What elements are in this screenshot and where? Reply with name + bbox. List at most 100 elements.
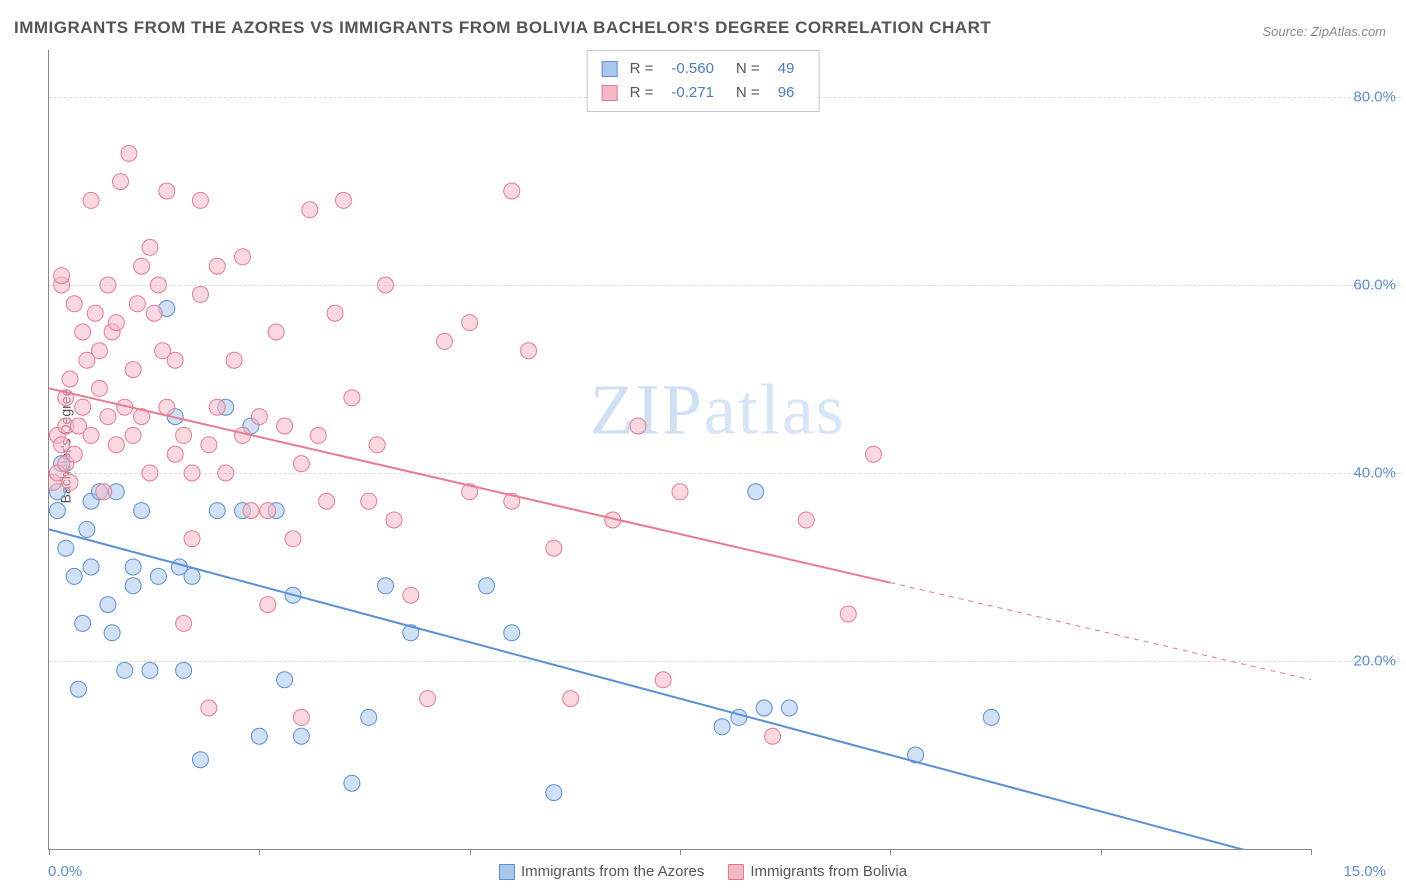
data-point bbox=[142, 662, 158, 678]
data-point bbox=[293, 456, 309, 472]
data-point bbox=[369, 437, 385, 453]
data-point bbox=[781, 700, 797, 716]
data-point bbox=[96, 484, 112, 500]
chart-title: IMMIGRANTS FROM THE AZORES VS IMMIGRANTS… bbox=[14, 18, 991, 38]
data-point bbox=[66, 446, 82, 462]
legend-swatch bbox=[602, 85, 618, 101]
scatter-plot-svg bbox=[49, 50, 1311, 849]
x-tick-mark bbox=[49, 849, 50, 855]
data-point bbox=[378, 277, 394, 293]
data-point bbox=[251, 409, 267, 425]
data-point bbox=[125, 427, 141, 443]
data-point bbox=[201, 700, 217, 716]
data-point bbox=[521, 343, 537, 359]
data-point bbox=[113, 174, 129, 190]
data-point bbox=[91, 343, 107, 359]
data-point bbox=[62, 474, 78, 490]
data-point bbox=[209, 258, 225, 274]
stats-legend-row: R =-0.560N =49 bbox=[602, 57, 805, 81]
data-point bbox=[765, 728, 781, 744]
data-point bbox=[866, 446, 882, 462]
data-point bbox=[798, 512, 814, 528]
series-name: Immigrants from the Azores bbox=[521, 863, 704, 880]
data-point bbox=[201, 437, 217, 453]
data-point bbox=[319, 493, 335, 509]
data-point bbox=[462, 315, 478, 331]
legend-swatch bbox=[602, 61, 618, 77]
stat-R-value: -0.560 bbox=[671, 57, 714, 81]
data-point bbox=[192, 752, 208, 768]
stat-R-value: -0.271 bbox=[671, 81, 714, 105]
data-point bbox=[268, 324, 284, 340]
x-tick-mark bbox=[470, 849, 471, 855]
data-point bbox=[192, 192, 208, 208]
data-point bbox=[209, 503, 225, 519]
data-point bbox=[546, 540, 562, 556]
data-point bbox=[125, 362, 141, 378]
data-point bbox=[108, 437, 124, 453]
data-point bbox=[75, 615, 91, 631]
data-point bbox=[117, 662, 133, 678]
data-point bbox=[129, 296, 145, 312]
y-tick-label: 80.0% bbox=[1353, 89, 1396, 106]
stat-N-value: 96 bbox=[778, 81, 795, 105]
data-point bbox=[655, 672, 671, 688]
data-point bbox=[75, 399, 91, 415]
data-point bbox=[91, 380, 107, 396]
x-tick-mark bbox=[890, 849, 891, 855]
data-point bbox=[176, 662, 192, 678]
data-point bbox=[159, 183, 175, 199]
stat-R-label: R = bbox=[630, 57, 654, 81]
data-point bbox=[150, 568, 166, 584]
data-point bbox=[218, 465, 234, 481]
data-point bbox=[293, 728, 309, 744]
x-axis-min-label: 0.0% bbox=[48, 863, 82, 880]
data-point bbox=[361, 493, 377, 509]
data-point bbox=[176, 615, 192, 631]
series-legend-item: Immigrants from the Azores bbox=[499, 863, 704, 880]
data-point bbox=[87, 305, 103, 321]
data-point bbox=[134, 503, 150, 519]
data-point bbox=[79, 521, 95, 537]
chart-plot-area: ZIPatlas 20.0%40.0%60.0%80.0% bbox=[48, 50, 1311, 850]
source-attribution: Source: ZipAtlas.com bbox=[1262, 24, 1386, 39]
series-name: Immigrants from Bolivia bbox=[750, 863, 907, 880]
data-point bbox=[66, 296, 82, 312]
data-point bbox=[277, 672, 293, 688]
data-point bbox=[378, 578, 394, 594]
legend-swatch bbox=[728, 864, 744, 880]
data-point bbox=[335, 192, 351, 208]
data-point bbox=[235, 249, 251, 265]
data-point bbox=[184, 568, 200, 584]
x-axis-max-label: 15.0% bbox=[1343, 863, 1386, 880]
data-point bbox=[184, 531, 200, 547]
data-point bbox=[563, 691, 579, 707]
x-tick-mark bbox=[1101, 849, 1102, 855]
data-point bbox=[142, 239, 158, 255]
data-point bbox=[167, 446, 183, 462]
series-legend: Immigrants from the Azores Immigrants fro… bbox=[499, 863, 907, 880]
data-point bbox=[386, 512, 402, 528]
data-point bbox=[66, 568, 82, 584]
data-point bbox=[344, 775, 360, 791]
stat-N-label: N = bbox=[736, 81, 760, 105]
trend-line-extrapolated bbox=[890, 583, 1311, 680]
x-tick-mark bbox=[259, 849, 260, 855]
data-point bbox=[630, 418, 646, 434]
data-point bbox=[260, 503, 276, 519]
data-point bbox=[302, 202, 318, 218]
data-point bbox=[54, 268, 70, 284]
data-point bbox=[436, 333, 452, 349]
data-point bbox=[75, 324, 91, 340]
data-point bbox=[192, 286, 208, 302]
data-point bbox=[176, 427, 192, 443]
y-tick-label: 60.0% bbox=[1353, 277, 1396, 294]
stats-legend-row: R =-0.271N =96 bbox=[602, 81, 805, 105]
data-point bbox=[546, 785, 562, 801]
data-point bbox=[226, 352, 242, 368]
data-point bbox=[62, 371, 78, 387]
x-tick-mark bbox=[680, 849, 681, 855]
data-point bbox=[277, 418, 293, 434]
data-point bbox=[83, 427, 99, 443]
x-tick-mark bbox=[1311, 849, 1312, 855]
